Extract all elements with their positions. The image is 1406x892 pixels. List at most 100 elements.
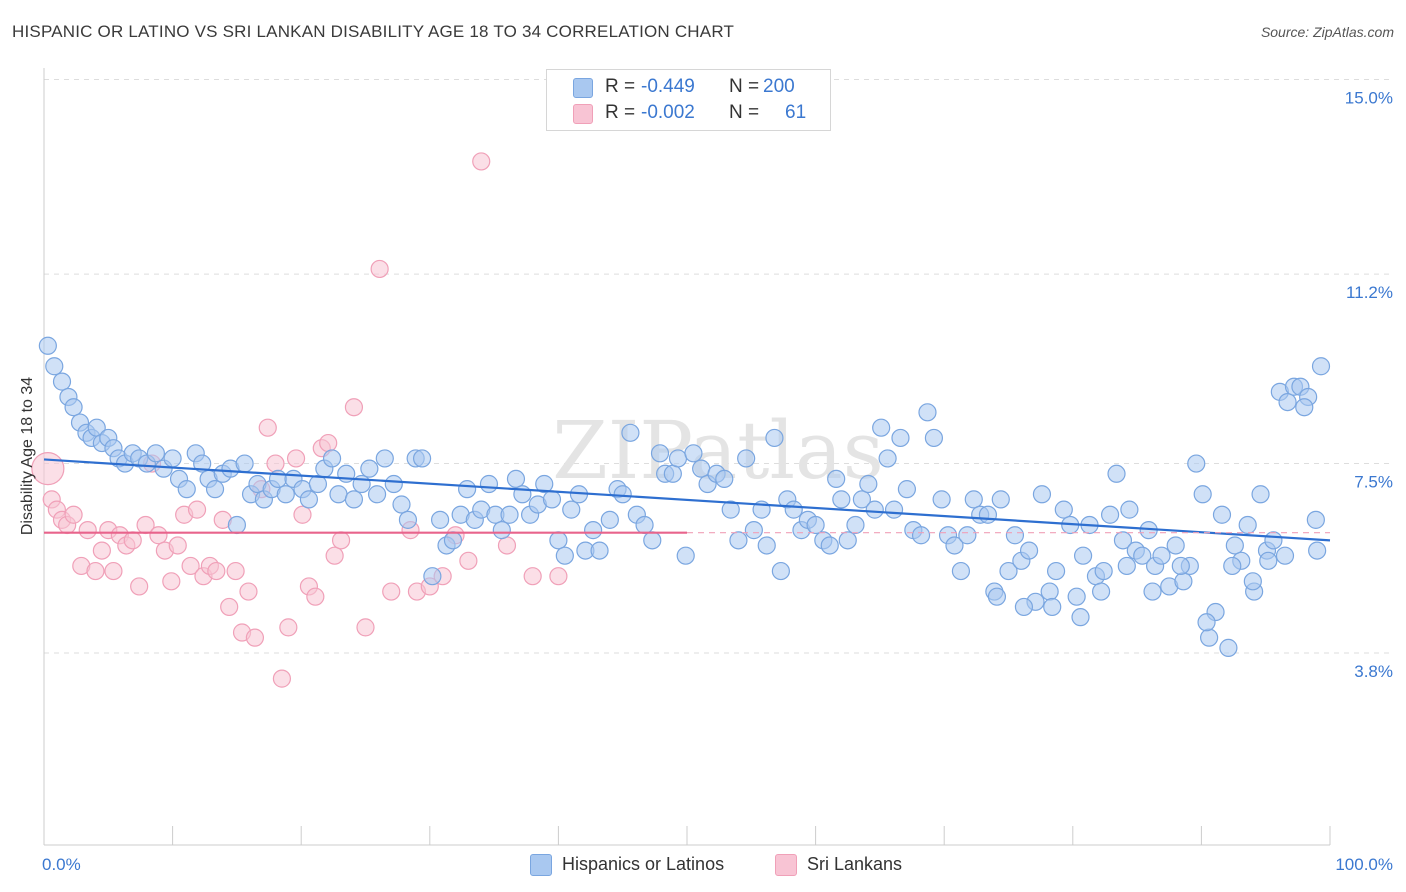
data-point-sri-lankans [356, 618, 375, 637]
data-point-hispanics [412, 449, 432, 468]
data-point-hispanics [1071, 608, 1090, 627]
data-point-hispanics [978, 505, 998, 524]
data-point-hispanics [542, 490, 562, 509]
data-point-hispanics [663, 464, 682, 483]
data-point-hispanics [999, 561, 1018, 581]
data-point-hispanics [500, 505, 519, 524]
data-point-hispanics [375, 449, 394, 468]
data-point-sri-lankans [130, 577, 149, 596]
data-point-sri-lankans [168, 536, 187, 555]
data-point-hispanics [884, 500, 904, 519]
data-point-hispanics [1100, 505, 1120, 524]
data-point-sri-lankans [266, 454, 285, 473]
x-tick-label: 100.0% [1335, 855, 1393, 874]
data-point-sri-lankans [293, 505, 312, 524]
data-point-hispanics [276, 485, 295, 504]
data-point-hispanics [1295, 398, 1314, 417]
data-point-hispanics [562, 500, 581, 519]
data-point-sri-lankans [239, 582, 258, 601]
data-point-hispanics [1193, 485, 1212, 504]
data-point-hispanics [958, 526, 977, 545]
data-point-hispanics [911, 526, 931, 545]
data-point-hispanics [600, 510, 619, 529]
data-point-hispanics [1187, 454, 1206, 473]
data-point-hispanics [163, 449, 182, 468]
legend-swatch-pink [775, 854, 797, 876]
data-point-hispanics [852, 490, 871, 509]
data-point-sri-lankans [162, 572, 181, 591]
data-point-hispanics [1067, 587, 1086, 606]
data-point-sri-lankans [325, 546, 344, 565]
data-point-hispanics [1308, 541, 1327, 560]
data-point-hispanics [549, 531, 568, 550]
legend-n-value: 61 [785, 102, 807, 123]
data-point-hispanics [643, 531, 662, 550]
legend-r-label: R = [605, 76, 636, 97]
data-point-hispanics [1219, 638, 1238, 657]
data-point-hispanics [744, 521, 763, 540]
data-point-hispanics [1117, 556, 1136, 576]
y-tick-label: 7.5% [1354, 473, 1393, 492]
data-point-sri-lankans [279, 618, 298, 637]
data-point-hispanics [1094, 561, 1113, 581]
data-point-hispanics [1133, 546, 1152, 565]
data-point-hispanics [584, 521, 603, 540]
data-point-sri-lankans [497, 536, 517, 555]
data-point-sri-lankans [319, 433, 338, 453]
data-point-hispanics [1238, 515, 1257, 535]
data-point-hispanics [1120, 500, 1139, 519]
data-point-hispanics [676, 546, 695, 565]
data-point-hispanics [193, 454, 212, 473]
data-point-sri-lankans [187, 500, 207, 519]
data-point-sri-lankans [459, 551, 478, 570]
data-point-hispanics [1223, 556, 1242, 576]
data-point-hispanics [392, 495, 411, 514]
data-point-hispanics [859, 474, 878, 494]
legend-label-sri-lankans: Sri Lankans [807, 854, 903, 874]
data-point-hispanics [613, 485, 632, 504]
legend-r-label: R = [605, 102, 636, 123]
data-point-hispanics [1311, 357, 1331, 376]
data-point-hispanics [891, 428, 910, 448]
y-tick-label: 3.8% [1354, 662, 1393, 681]
data-point-sri-lankans [123, 531, 142, 550]
legend-label-hispanics: Hispanics or Latinos [562, 854, 725, 874]
data-point-hispanics [684, 444, 703, 463]
data-point-hispanics [715, 469, 734, 489]
data-point-hispanics [1113, 531, 1133, 550]
data-point-hispanics [177, 480, 196, 499]
data-point-hispanics [1019, 541, 1039, 560]
data-point-hispanics [384, 474, 403, 494]
data-point-hispanics [535, 474, 554, 494]
data-point-sri-lankans [258, 418, 277, 437]
data-point-hispanics [1197, 613, 1216, 632]
data-point-hispanics [918, 403, 937, 422]
data-point-hispanics [227, 515, 246, 535]
data-point-hispanics [932, 490, 951, 509]
tick-labels: 3.8% 7.5% 11.2% 15.0% 0.0% 100.0% [42, 89, 1393, 875]
data-point-sri-lankans [226, 561, 245, 581]
legend-n-value: 200 [763, 76, 795, 97]
data-point-hispanics [235, 454, 254, 473]
data-point-sri-lankans [306, 587, 325, 606]
y-axis-label: Disability Age 18 to 34 [19, 377, 36, 535]
data-point-hispanics [506, 469, 526, 489]
data-point-sri-lankans [245, 628, 265, 647]
data-point-hispanics [423, 567, 442, 586]
data-point-sri-lankans [92, 541, 111, 560]
data-point-hispanics [1243, 572, 1262, 591]
data-point-hispanics [820, 536, 839, 555]
trend-line-hispanics [43, 458, 1331, 542]
data-point-hispanics [205, 480, 225, 499]
data-point-hispanics [1046, 561, 1066, 581]
data-point-hispanics [878, 449, 897, 468]
data-point-hispanics [1014, 597, 1034, 617]
data-point-hispanics [329, 485, 348, 504]
data-point-hispanics [846, 515, 865, 535]
chart-title: HISPANIC OR LATINO VS SRI LANKAN DISABIL… [12, 22, 735, 41]
data-point-hispanics [64, 398, 83, 417]
data-point-sri-lankans [331, 531, 351, 550]
data-point-hispanics [872, 418, 891, 437]
data-point-hispanics [360, 459, 379, 478]
data-point-hispanics [1251, 485, 1270, 504]
